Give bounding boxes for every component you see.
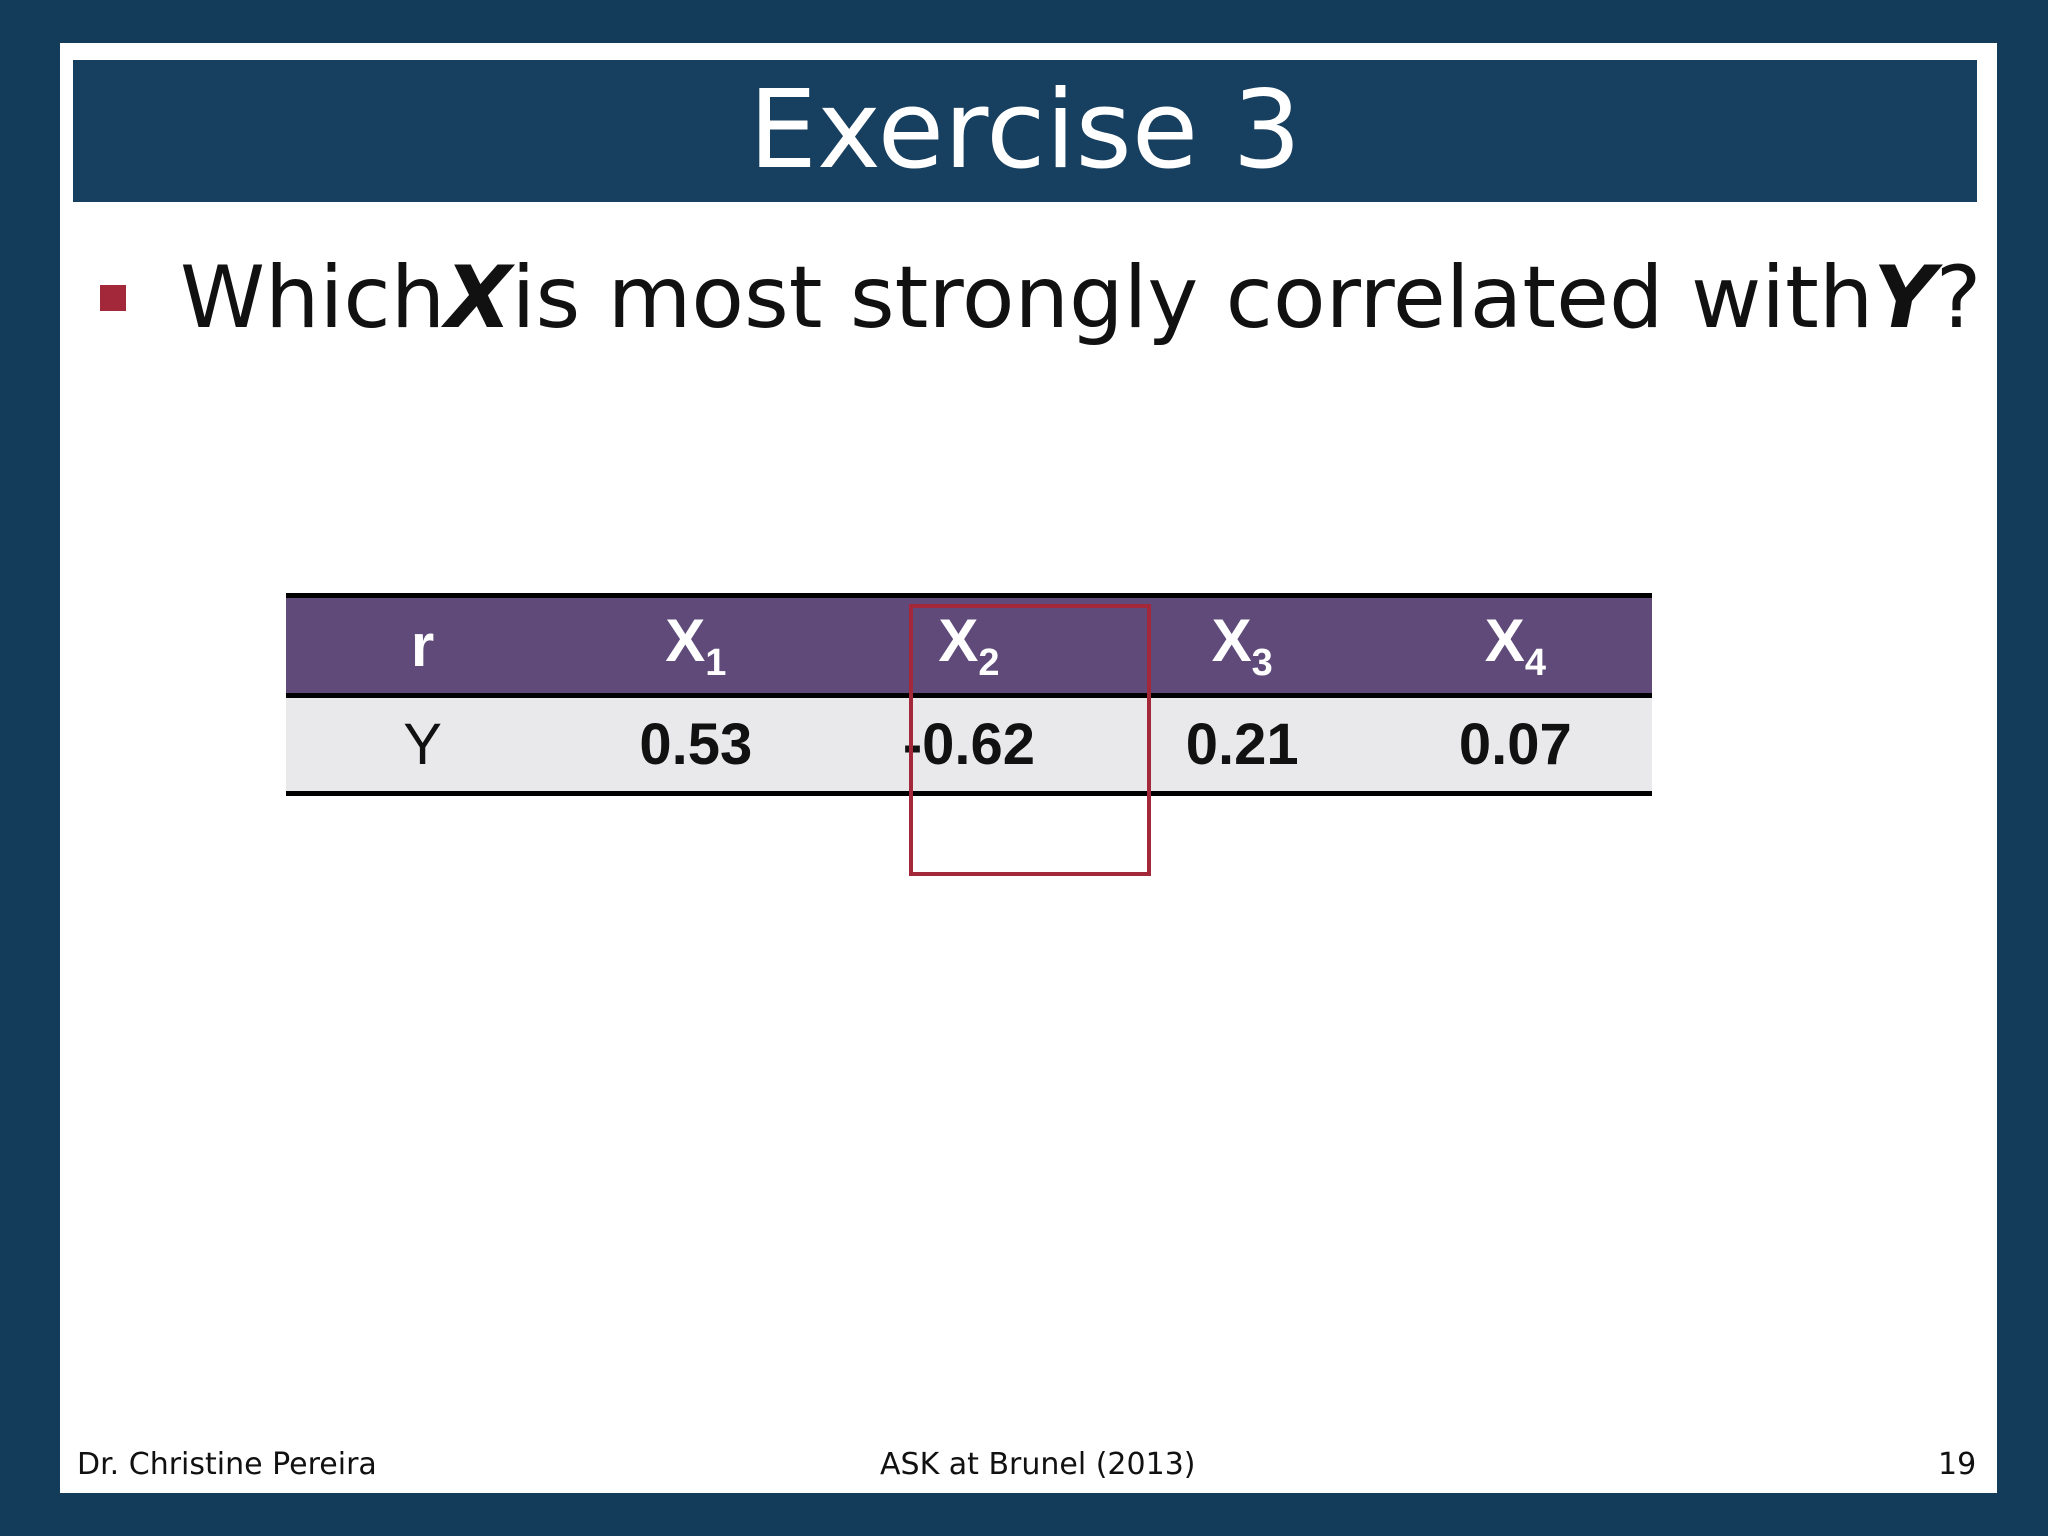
row-label-y: Y: [286, 695, 560, 796]
value-cell-x4: 0.07: [1378, 695, 1652, 796]
header-cell-x1: X1: [559, 593, 833, 698]
bullet-var-x: X: [445, 248, 512, 348]
header-cell-x4: X4: [1378, 593, 1652, 698]
table-header-row: r X1 X2 X3 X4: [286, 593, 1652, 698]
bullet-question: Which X is most strongly correlated with…: [100, 243, 1981, 353]
table-row: Y 0.53 -0.62 0.21 0.07: [286, 695, 1652, 796]
bullet-text-part1: Which: [180, 248, 446, 348]
correlation-table: r X1 X2 X3 X4 Y 0.53 -0.62 0.21 0.07: [286, 593, 1652, 796]
header-cell-r: r: [286, 593, 560, 698]
value-cell-x1: 0.53: [559, 695, 833, 796]
bullet-var-y: Y: [1873, 248, 1936, 348]
footer-page-number: 19: [1938, 1447, 1977, 1482]
bullet-square-icon: [100, 285, 126, 311]
header-cell-x2: X2: [832, 593, 1106, 698]
bullet-text-part3: ?: [1935, 248, 1982, 348]
footer-author: Dr. Christine Pereira: [77, 1447, 377, 1482]
footer-event: ASK at Brunel (2013): [880, 1447, 1196, 1482]
header-cell-x3: X3: [1105, 593, 1379, 698]
value-cell-x2: -0.62: [832, 695, 1106, 796]
bullet-text-part2: is most strongly correlated with: [511, 248, 1874, 348]
slide-title: Exercise 3: [73, 60, 1977, 202]
value-cell-x3: 0.21: [1105, 695, 1379, 796]
